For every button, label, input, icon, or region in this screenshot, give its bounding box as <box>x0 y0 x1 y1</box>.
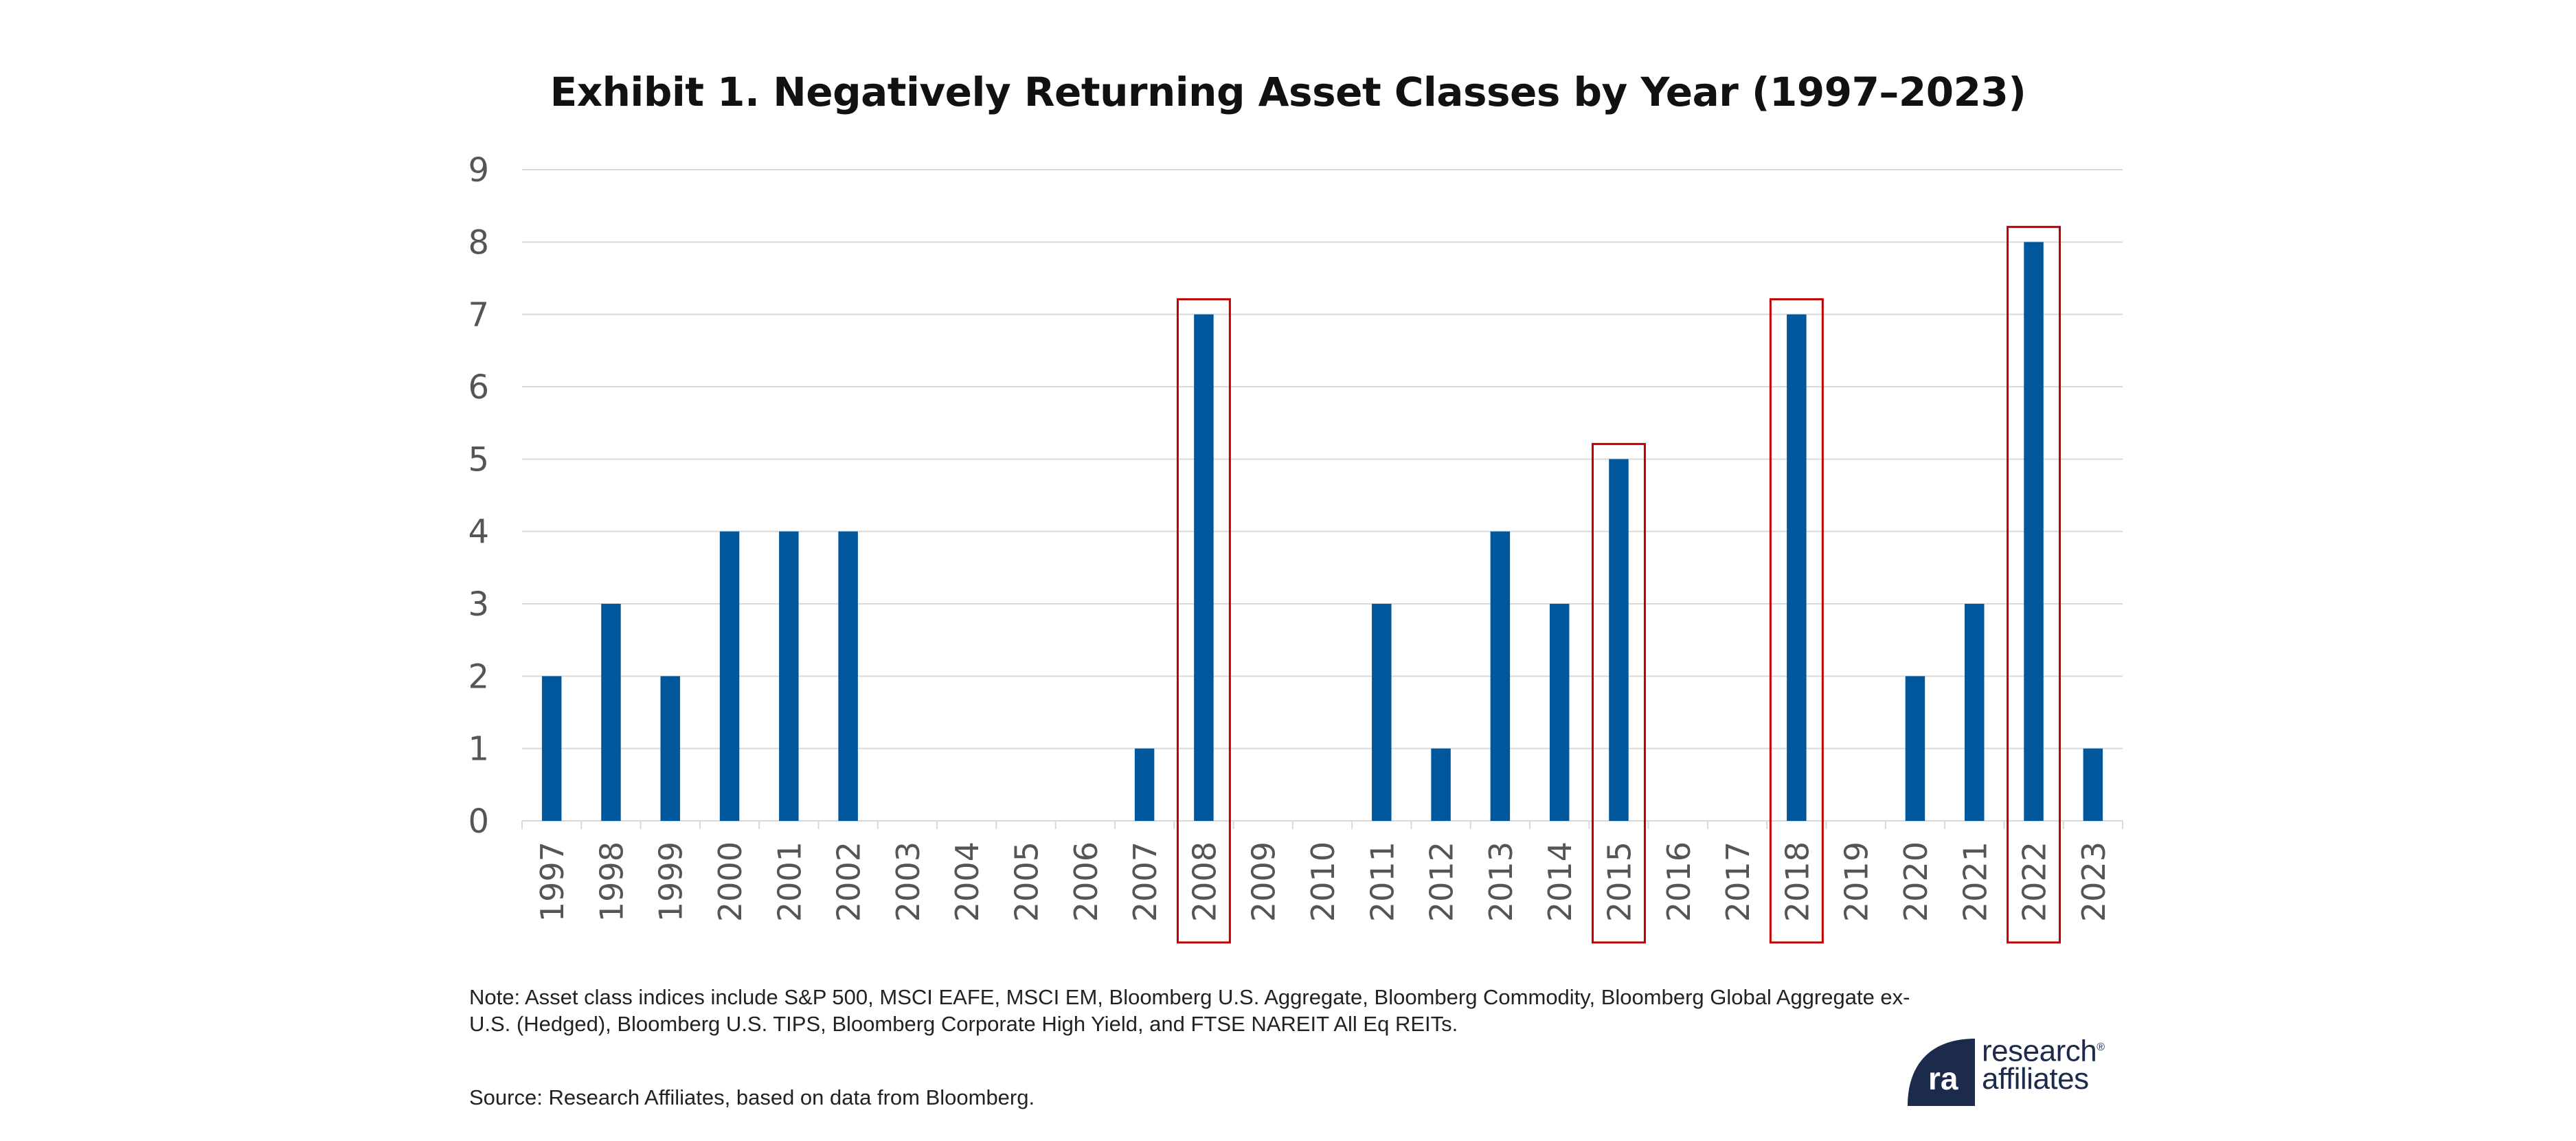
x-axis-ticks: 1997 1998 1999 2000 2001 2002 2003 2004 2005 2006… <box>534 841 2112 922</box>
x-tick-label: 2023 <box>2075 841 2112 922</box>
y-tick-label: 6 <box>468 368 489 407</box>
x-tick-label: 2003 <box>890 841 927 922</box>
highlight-box-2008 <box>1176 298 1231 944</box>
x-tick-label: 2020 <box>1897 841 1934 922</box>
x-tick-label: 2001 <box>771 841 808 922</box>
x-tick-label: 2016 <box>1660 841 1697 922</box>
x-tick-label: 2002 <box>831 841 868 922</box>
bar-2023 <box>2083 748 2103 821</box>
bar-2014 <box>1549 604 1570 821</box>
x-tick-label: 2018 <box>1778 841 1816 922</box>
y-tick-label: 4 <box>468 513 489 552</box>
x-tick-label: 2009 <box>1245 841 1283 922</box>
highlight-box-2018 <box>1769 298 1824 944</box>
highlight-box-2015 <box>1592 442 1646 944</box>
chart-source: Source: Research Affiliates, based on da… <box>469 1085 1035 1109</box>
svg-text:ra: ra <box>1928 1061 1958 1096</box>
x-tick-label: 2019 <box>1838 841 1875 922</box>
bar-2007 <box>1134 748 1155 821</box>
bar-chart: 0 1 2 3 4 5 6 7 8 9 1997 1998 1999 2000 2001 2002 2003 2… <box>468 151 2123 944</box>
bar-1998 <box>601 604 621 821</box>
x-tick-label: 2022 <box>2016 841 2053 922</box>
bar-2001 <box>779 531 799 821</box>
y-tick-label: 1 <box>468 730 489 769</box>
logo-wordmark: research® affiliates <box>1982 1034 2105 1096</box>
logo-line-1: research <box>1982 1034 2097 1068</box>
bar-2018 <box>1787 314 1807 822</box>
x-tick-label: 1997 <box>534 841 571 922</box>
bar-2012 <box>1431 748 1451 821</box>
x-tick-label: 2013 <box>1482 841 1519 922</box>
bar-2000 <box>719 531 740 821</box>
bar-1999 <box>660 676 680 821</box>
x-tick-label: 2014 <box>1541 841 1579 922</box>
y-tick-label: 2 <box>468 657 489 696</box>
bar-2015 <box>1609 459 1629 821</box>
x-tick-label: 1998 <box>593 841 630 922</box>
bars <box>541 242 2103 822</box>
research-affiliates-logo: ra <box>1908 1039 1975 1106</box>
x-tick-label: 2004 <box>949 841 986 922</box>
y-tick-label: 3 <box>468 585 489 624</box>
x-tick-label: 2010 <box>1304 841 1342 922</box>
x-tick-label: 2011 <box>1364 841 1401 922</box>
logo-mark-icon <box>1908 1039 1975 1106</box>
x-tick-label: 2007 <box>1127 841 1164 922</box>
bar-2002 <box>838 531 858 821</box>
highlight-box-2022 <box>2007 225 2061 944</box>
bar-1997 <box>541 676 562 821</box>
y-tick-label: 7 <box>468 296 489 335</box>
x-tick-label: 2012 <box>1423 841 1460 922</box>
gridlines <box>521 169 2123 829</box>
highlight-boxes <box>1176 225 2061 944</box>
x-tick-label: 1999 <box>653 841 690 922</box>
x-tick-label: 2000 <box>712 841 749 922</box>
chart-title: Exhibit 1. Negatively Returning Asset Cl… <box>550 69 2026 115</box>
y-axis-ticks: 0 1 2 3 4 5 6 7 8 9 <box>468 151 489 841</box>
x-tick-label: 2005 <box>1008 841 1046 922</box>
logo-line-2: affiliates <box>1982 1061 2089 1096</box>
x-tick-label: 2015 <box>1601 841 1638 922</box>
bar-2013 <box>1490 531 1511 821</box>
y-tick-label: 8 <box>468 223 489 262</box>
x-tick-label: 2006 <box>1067 841 1105 922</box>
bar-2008 <box>1194 314 1214 822</box>
chart-note: Note: Asset class indices include S&P 50… <box>469 985 1910 1036</box>
y-tick-label: 5 <box>468 440 489 479</box>
y-tick-label: 9 <box>468 151 489 190</box>
x-tick-label: 2008 <box>1186 841 1223 922</box>
y-tick-label: 0 <box>468 802 489 841</box>
bar-2022 <box>2024 242 2044 821</box>
bar-2020 <box>1905 676 1925 821</box>
x-tick-label: 2017 <box>1719 841 1756 922</box>
logo-registered-mark: ® <box>2097 1041 2105 1053</box>
bar-2011 <box>1372 604 1392 821</box>
bar-2021 <box>1965 604 1985 821</box>
x-tick-label: 2021 <box>1956 841 1993 922</box>
